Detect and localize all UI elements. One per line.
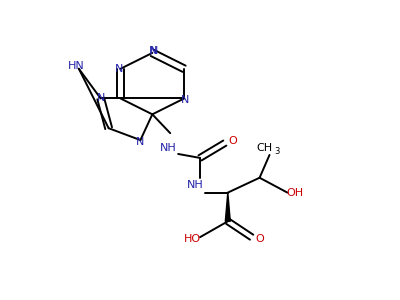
Text: NH: NH — [187, 180, 204, 190]
Polygon shape — [225, 193, 230, 221]
Text: N: N — [181, 95, 189, 106]
Text: N: N — [114, 64, 123, 74]
Text: N: N — [96, 94, 105, 103]
Text: N: N — [149, 46, 158, 56]
Text: HO: HO — [184, 234, 201, 244]
Text: N: N — [150, 46, 158, 56]
Text: HN: HN — [68, 61, 84, 71]
Text: OH: OH — [287, 188, 304, 198]
Text: O: O — [228, 136, 237, 146]
Text: N: N — [136, 137, 145, 147]
Text: NH: NH — [160, 143, 176, 153]
Text: CH: CH — [256, 143, 273, 153]
Text: 3: 3 — [275, 148, 280, 157]
Text: O: O — [255, 234, 264, 244]
